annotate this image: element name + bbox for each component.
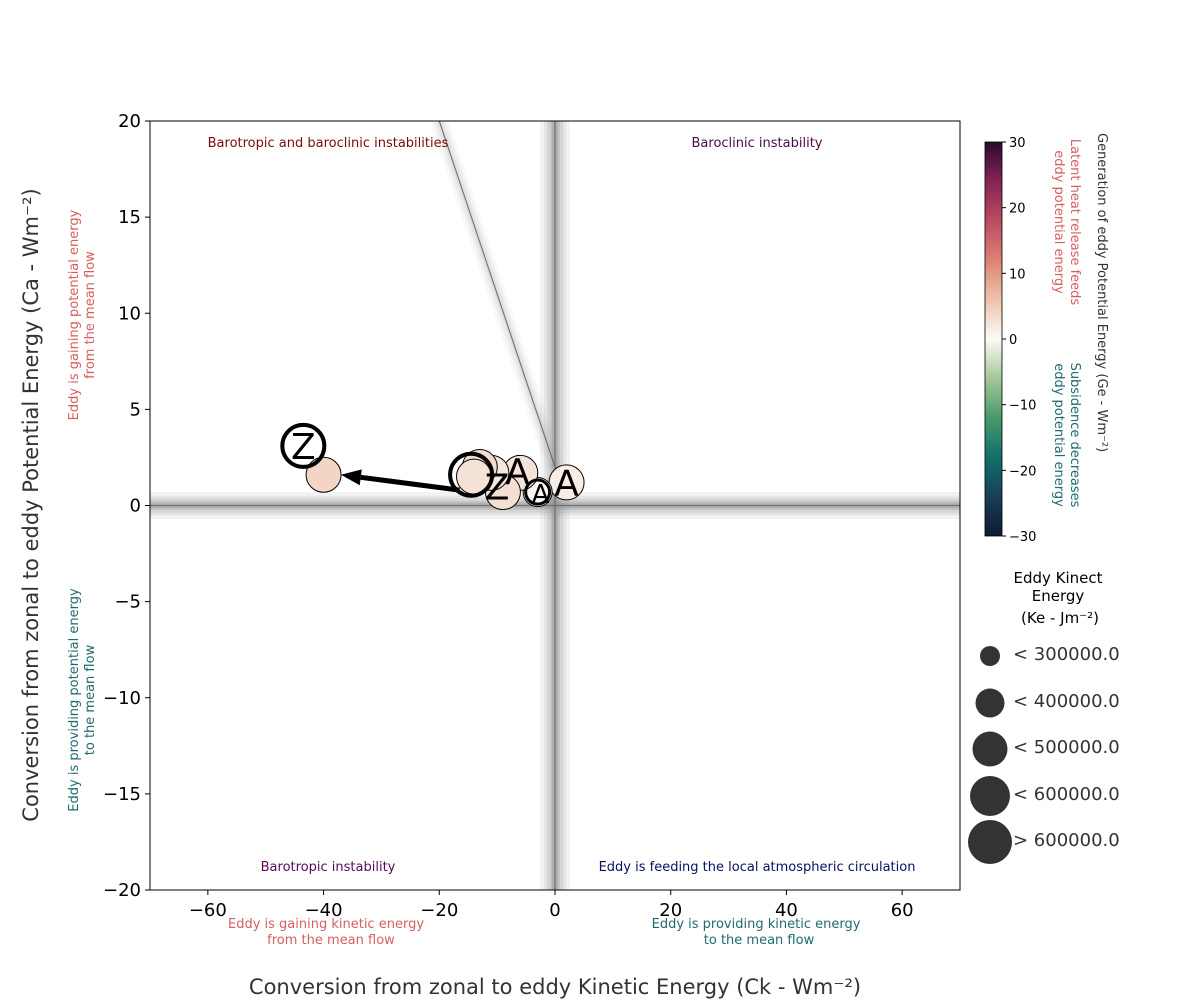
bottom-right-note: Eddy is providing kinetic energy to the …: [652, 917, 861, 948]
size-legend-title-line1: Eddy Kinect: [1013, 569, 1102, 587]
zero-bands: [150, 121, 960, 890]
bottom-left-note: Eddy is gaining kinetic energy from the …: [228, 917, 424, 948]
size-legend-title-line2: Energy: [1032, 587, 1085, 605]
size-legend-title-line3: (Ke - Jm⁻²): [1021, 609, 1099, 627]
y-tick-label: −5: [114, 592, 141, 613]
bottom-right-note-line2: to the mean flow: [704, 933, 815, 948]
y-tick-label: 0: [130, 496, 141, 517]
marker-letter-6: Z: [291, 427, 316, 468]
marker-letter-3: A: [505, 452, 530, 493]
y-axis-label: Conversion from zonal to eddy Potential …: [19, 188, 43, 821]
size-legend-label-0: < 300000.0: [1013, 644, 1120, 665]
x-axis-ticks: −60 −40 −20 0 20 40 60: [189, 890, 914, 921]
marker-ring-2: [524, 478, 552, 506]
reference-line: [438, 121, 556, 468]
size-legend-marker-1: [975, 688, 1005, 718]
quadrant-label-top-right: Baroclinic instability: [692, 136, 823, 151]
colorbar-tick-label: 10: [1009, 267, 1026, 282]
left-lower-note: Eddy is providing potential energy to th…: [67, 588, 98, 812]
colorbar-negative-note-line1: Subsidence decreases: [1067, 363, 1082, 508]
size-legend-marker-3: [970, 776, 1010, 816]
size-legend-label-1: < 400000.0: [1013, 691, 1120, 712]
size-legend-marker-4: [968, 820, 1012, 864]
marker-letter-0: A: [554, 463, 579, 504]
bottom-right-note-line1: Eddy is providing kinetic energy: [652, 917, 861, 932]
colorbar-tick-label: 20: [1009, 202, 1026, 217]
colorbar: [984, 141, 1003, 537]
left-upper-note: Eddy is gaining potential energy from th…: [67, 209, 98, 420]
y-tick-label: −20: [103, 880, 141, 901]
arrow-shaft: [360, 474, 460, 493]
x-tick-label: −20: [420, 900, 458, 921]
colorbar-tick-label: 0: [1009, 333, 1017, 348]
colorbar-negative-note-line2: eddy potential energy: [1051, 363, 1066, 507]
quadrant-label-bottom-right: Eddy is feeding the local atmospheric ci…: [599, 860, 916, 875]
x-axis-label: Conversion from zonal to eddy Kinetic En…: [249, 975, 861, 999]
x-tick-label: −40: [305, 900, 343, 921]
left-upper-note-line2: from the mean flow: [83, 251, 98, 379]
colorbar-positive-note-line1: Latent heat release feeds: [1067, 139, 1082, 306]
marker-ring-6: [280, 422, 327, 469]
size-legend: < 300000.0 < 400000.0 < 500000.0 < 600000.0…: [968, 644, 1120, 864]
colorbar-tick-label: 30: [1009, 136, 1026, 151]
bottom-left-note-line1: Eddy is gaining kinetic energy: [228, 917, 424, 932]
y-tick-label: 10: [118, 303, 141, 324]
y-tick-label: 5: [130, 399, 141, 420]
left-lower-note-line2: to the mean flow: [83, 644, 98, 755]
y-axis-ticks: −20 −15 −10 −5 0 5 10 15 20: [103, 111, 150, 901]
y-tick-label: −15: [103, 784, 141, 805]
size-legend-label-4: > 600000.0: [1013, 830, 1120, 851]
marker-ring-5: [448, 451, 495, 498]
data-points: [305, 449, 585, 511]
x-tick-label: 20: [659, 900, 682, 921]
bottom-left-note-line2: from the mean flow: [267, 933, 395, 948]
left-upper-note-line1: Eddy is gaining potential energy: [67, 209, 82, 420]
colorbar-tick-label: −30: [1009, 530, 1036, 545]
x-tick-label: −60: [189, 900, 227, 921]
x-tick-label: 0: [549, 900, 560, 921]
track-arrow: [340, 469, 460, 493]
colorbar-negative-note: Subsidence decreases eddy potential ener…: [1051, 363, 1082, 508]
colorbar-tick-label: −10: [1009, 399, 1036, 414]
left-lower-note-line1: Eddy is providing potential energy: [67, 588, 82, 812]
size-legend-marker-2: [972, 731, 1008, 767]
x-tick-label: 60: [891, 900, 914, 921]
size-legend-label-3: < 600000.0: [1013, 784, 1120, 805]
colorbar-positive-note-line2: eddy potential energy: [1051, 150, 1066, 294]
colorbar-tick-label: −20: [1009, 464, 1036, 479]
colorbar-positive-note: Latent heat release feeds eddy potential…: [1051, 139, 1082, 306]
y-tick-label: −10: [103, 688, 141, 709]
quadrant-label-top-left: Barotropic and baroclinic instabilities: [208, 136, 449, 151]
y-tick-label: 15: [118, 207, 141, 228]
quadrant-label-bottom-left: Barotropic instability: [261, 860, 396, 875]
size-legend-marker-0: [980, 646, 1000, 666]
x-tick-label: 40: [775, 900, 798, 921]
size-legend-title: Eddy Kinect Energy (Ke - Jm⁻²): [1013, 569, 1102, 627]
y-tick-label: 20: [118, 111, 141, 132]
colorbar-title: Generation of eddy Potential Energy (Ge …: [1094, 133, 1109, 452]
size-legend-label-2: < 500000.0: [1013, 737, 1120, 758]
colorbar-ticks: 30 20 10 0 −10 −20 −30: [1002, 136, 1036, 545]
arrow-head: [340, 469, 362, 486]
